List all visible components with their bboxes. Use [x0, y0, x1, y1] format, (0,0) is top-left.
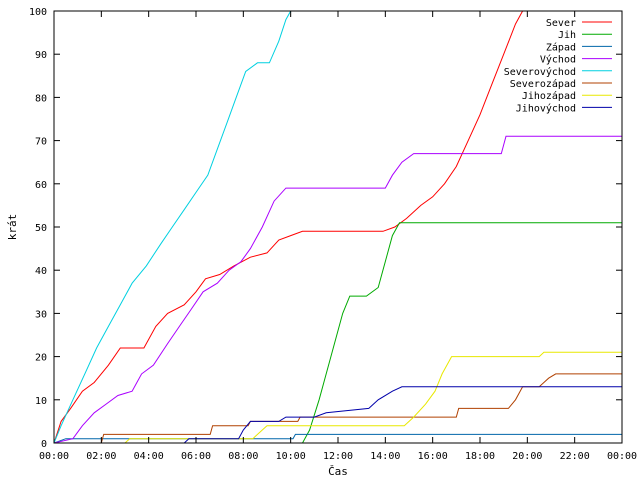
x-tick-label: 14:00: [370, 451, 400, 462]
x-axis-title: Čas: [328, 465, 348, 478]
x-tick-label: 18:00: [465, 451, 495, 462]
series-line-6: [54, 351, 622, 443]
series-layer: [54, 11, 622, 443]
x-tick-label: 08:00: [228, 451, 258, 462]
y-tick-label: 60: [35, 180, 47, 191]
ticks-layer: 00:00 02:00 04:00 06:00 08:00 10:00 12:00 14:00…: [29, 7, 637, 462]
series-line-1: [54, 222, 622, 443]
legend-label: Západ: [546, 41, 576, 53]
series-line-7: [54, 386, 622, 443]
x-tick-label: 02:00: [86, 451, 116, 462]
series-line-5: [54, 373, 622, 443]
x-tick-label: 00:00: [39, 451, 69, 462]
y-tick-label: 40: [35, 266, 47, 277]
y-tick-label: 80: [35, 93, 47, 104]
legend-label: Severozápad: [510, 78, 576, 90]
legend-label: Sever: [546, 18, 576, 29]
x-tick-label: 06:00: [181, 451, 211, 462]
y-tick-label: 20: [35, 353, 47, 364]
series-line-4: [54, 11, 292, 443]
x-tick-label: 20:00: [512, 451, 542, 462]
y-tick-label: 90: [35, 50, 47, 61]
y-tick-label: 70: [35, 137, 47, 148]
legend-label: Jihozápad: [522, 90, 576, 102]
x-tick-label: 16:00: [418, 451, 448, 462]
y-tick-label: 0: [41, 439, 47, 450]
y-axis-title: krát: [6, 214, 19, 241]
legend-label: Severovýchod: [504, 66, 576, 78]
legend: SeverJihZápadVýchodSeverovýchodSeverozáp…: [504, 18, 612, 114]
x-tick-label: 00:00: [607, 451, 637, 462]
series-line-3: [54, 135, 622, 443]
y-tick-label: 100: [29, 7, 47, 18]
legend-label: Jihovýchod: [516, 102, 576, 114]
y-tick-label: 50: [35, 223, 47, 234]
x-tick-label: 04:00: [134, 451, 164, 462]
series-line-0: [54, 11, 524, 443]
x-tick-label: 10:00: [276, 451, 306, 462]
x-tick-label: 12:00: [323, 451, 353, 462]
legend-label: Jih: [558, 30, 576, 41]
y-tick-label: 10: [35, 396, 47, 407]
y-tick-label: 30: [35, 309, 47, 320]
legend-label: Východ: [540, 54, 576, 66]
series-line-2: [54, 433, 622, 443]
x-tick-label: 22:00: [560, 451, 590, 462]
